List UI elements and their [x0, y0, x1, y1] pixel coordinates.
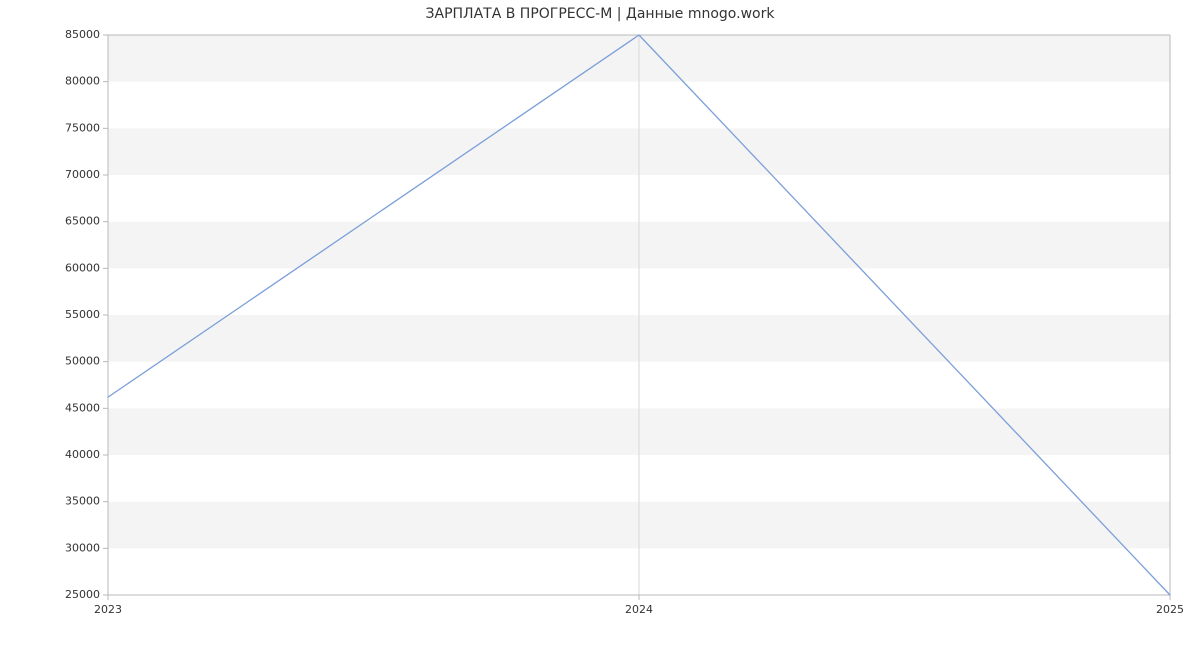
y-tick-label: 65000	[65, 215, 100, 228]
chart-canvas: 25000 30000 35000 40000 45000 50000 55000 60000…	[0, 0, 1200, 650]
y-tick-label: 85000	[65, 28, 100, 41]
y-tick-label: 55000	[65, 308, 100, 321]
y-tick-label: 45000	[65, 401, 100, 414]
y-tick-label: 75000	[65, 121, 100, 134]
y-tick-label: 60000	[65, 261, 100, 274]
salary-line-chart: ЗАРПЛАТА В ПРОГРЕСС-М | Данные mnogo.wor…	[0, 0, 1200, 650]
y-tick-label: 80000	[65, 75, 100, 88]
x-tick-label: 2023	[94, 603, 122, 616]
y-tick-label: 30000	[65, 541, 100, 554]
x-tick-label: 2024	[625, 603, 653, 616]
y-tick-label: 70000	[65, 168, 100, 181]
y-tick-label: 35000	[65, 495, 100, 508]
chart-title: ЗАРПЛАТА В ПРОГРЕСС-М | Данные mnogo.wor…	[0, 6, 1200, 22]
y-tick-label: 25000	[65, 588, 100, 601]
y-tick-label: 40000	[65, 448, 100, 461]
y-tick-label: 50000	[65, 355, 100, 368]
x-tick-label: 2025	[1156, 603, 1184, 616]
